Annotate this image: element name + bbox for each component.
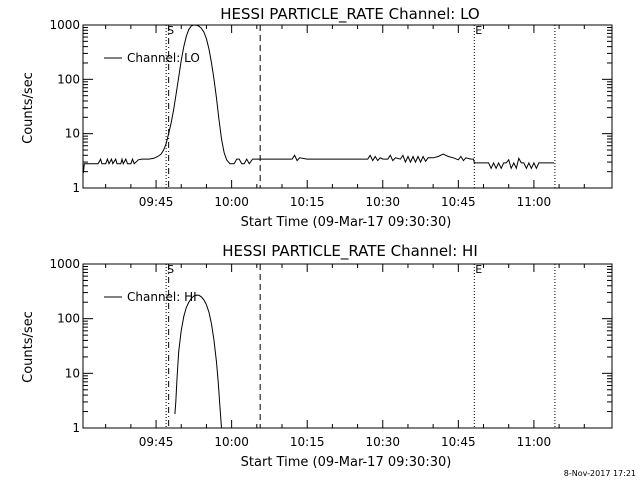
x-tick-label: 11:00 <box>517 195 552 209</box>
x-tick-label: 09:45 <box>139 195 174 209</box>
time-marker-label: E <box>475 24 482 37</box>
y-tick-label: 10 <box>65 127 80 141</box>
y-axis-label: Counts/sec <box>21 72 36 144</box>
plot-area: 1 10 100 1000 09:45 10:00 10:15 10:30 10:45 11:00… <box>49 18 613 209</box>
chart-panel-hi: HESSI PARTICLE_RATE Channel: HI 1 10 100 10… <box>21 242 613 470</box>
y-axis-label: Counts/sec <box>21 311 36 383</box>
x-axis-label: Start Time (09-Mar-17 09:30:30) <box>241 215 452 230</box>
plot-area: 1 10 100 1000 09:45 10:00 10:15 10:30 10:45 11:00… <box>49 257 613 449</box>
y-tick-label: 1 <box>72 421 80 435</box>
x-tick-label: 10:45 <box>441 195 476 209</box>
time-marker-label: E <box>475 263 482 276</box>
x-tick-label: 10:45 <box>441 435 476 449</box>
y-tick-label: 100 <box>57 72 80 86</box>
x-tick-label: 10:00 <box>214 195 249 209</box>
x-tick-label: 10:30 <box>365 435 400 449</box>
y-tick-label: 10 <box>65 366 80 380</box>
x-tick-label: 10:15 <box>290 195 325 209</box>
x-tick-label: 10:00 <box>214 435 249 449</box>
plot-frame <box>82 263 613 429</box>
plot-frame <box>82 24 613 189</box>
x-tick-label: 10:30 <box>365 195 400 209</box>
series-line <box>82 24 555 173</box>
y-tick-label: 1 <box>72 181 80 195</box>
x-axis-label: Start Time (09-Mar-17 09:30:30) <box>241 455 452 470</box>
x-tick-label: 09:45 <box>139 435 174 449</box>
y-tick-label: 1000 <box>49 18 80 32</box>
legend-label: Channel: LO <box>127 51 200 65</box>
x-tick-label: 11:00 <box>517 435 552 449</box>
x-tick-label: 10:15 <box>290 435 325 449</box>
time-marker-label: S <box>167 24 174 37</box>
chart-title: HESSI PARTICLE_RATE Channel: LO <box>220 5 479 24</box>
chart-title: HESSI PARTICLE_RATE Channel: HI <box>222 242 478 261</box>
y-tick-label: 100 <box>57 312 80 326</box>
time-marker-label: S <box>167 263 174 276</box>
legend-label: Channel: HI <box>127 290 197 304</box>
timestamp-footer: 8-Nov-2017 17:21 <box>564 469 636 478</box>
series-line <box>174 294 222 429</box>
chart-panel-lo: HESSI PARTICLE_RATE Channel: LO 1 10 100 10… <box>21 5 613 230</box>
y-tick-label: 1000 <box>49 257 80 271</box>
